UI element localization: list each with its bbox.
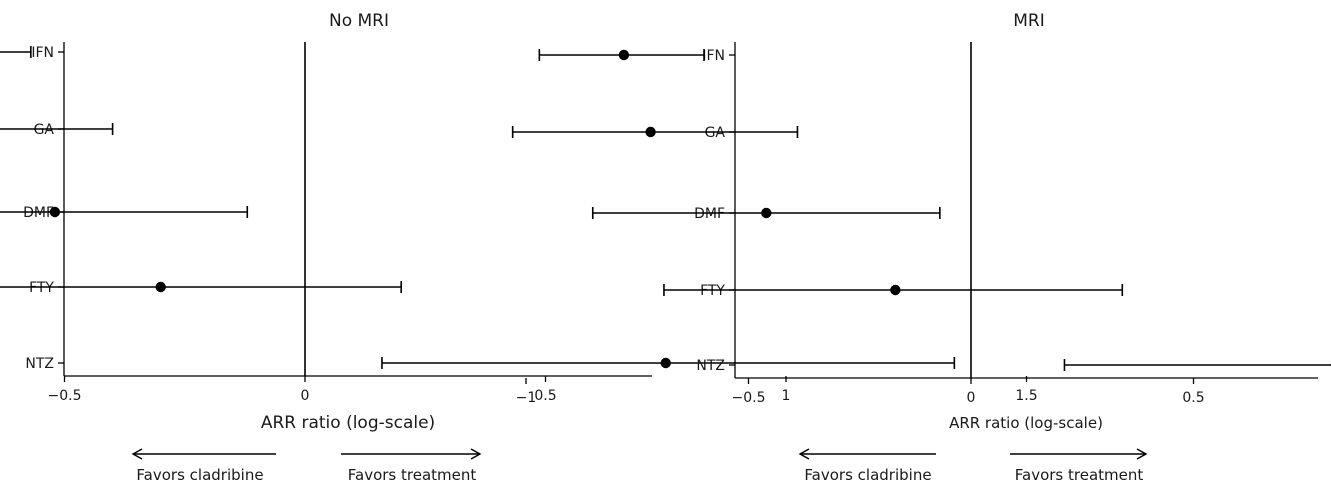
- y-tick-group: IFN GA DMF FTY NTZ: [23, 45, 64, 372]
- x-tick-label: 1.5: [1015, 388, 1037, 404]
- y-tick-label-fty: FTY: [700, 283, 725, 299]
- x-tick-group: −1 −0.5 0 0.5 1 1.5: [48, 376, 1038, 404]
- y-tick-label-dmf: DMF: [23, 205, 54, 221]
- y-tick-label-fty: FTY: [29, 280, 54, 296]
- y-tick-label-ntz: NTZ: [696, 358, 725, 374]
- y-tick-label-dmf: DMF: [694, 206, 725, 222]
- estimates-group: [511, 49, 1331, 371]
- point-estimate-ntz: [660, 357, 671, 369]
- y-tick-label-ifn: IFN: [702, 48, 725, 64]
- favor-right-label: Favors treatment: [348, 466, 477, 484]
- y-tick-label-ntz: NTZ: [25, 356, 54, 372]
- estimates-group: [0, 46, 956, 369]
- x-tick-label: 0.5: [534, 388, 556, 404]
- point-estimate-ifn: [618, 49, 630, 61]
- x-tick-group: −1 −0.5 0 0.5 1 1.5: [516, 378, 1205, 406]
- x-tick-label: 0: [967, 390, 976, 406]
- point-estimate-ga: [645, 126, 656, 138]
- favor-left-label: Favors cladribine: [136, 466, 263, 484]
- x-tick-label: −0.5: [732, 390, 766, 406]
- panel-title: MRI: [1013, 11, 1045, 31]
- point-estimate-fty: [155, 281, 166, 293]
- y-tick-label-ga: GA: [705, 125, 726, 141]
- x-axis-label: ARR ratio (log-scale): [949, 414, 1103, 432]
- point-estimate-dmf: [761, 207, 772, 219]
- y-tick-label-ga: GA: [34, 122, 55, 138]
- y-tick-label-ifn: IFN: [31, 45, 54, 61]
- point-estimate-fty: [890, 284, 901, 296]
- x-tick-label: 0: [301, 388, 310, 404]
- point-estimate-dmf: [49, 206, 61, 218]
- x-tick-label: 0.5: [1182, 390, 1204, 406]
- x-tick-label: −1: [516, 390, 537, 406]
- panel-mri: MRI IFN GA DMF FTY NTZ −1 −0.5 0 0.5 1 1.5 ARR ra…: [511, 11, 1331, 484]
- x-axis-label: ARR ratio (log-scale): [261, 413, 435, 433]
- panel-title: No MRI: [329, 11, 389, 31]
- favor-right-label: Favors treatment: [1015, 466, 1144, 484]
- panel-no-mri: No MRI IFN GA DMF FTY NTZ −1 −0.5 0 0.5 1 1.5 ARR…: [0, 11, 1038, 484]
- y-tick-group: IFN GA DMF FTY NTZ: [694, 48, 735, 374]
- x-tick-label: −0.5: [48, 388, 82, 404]
- favor-left-label: Favors cladribine: [804, 466, 931, 484]
- x-tick-label: 1: [782, 388, 791, 404]
